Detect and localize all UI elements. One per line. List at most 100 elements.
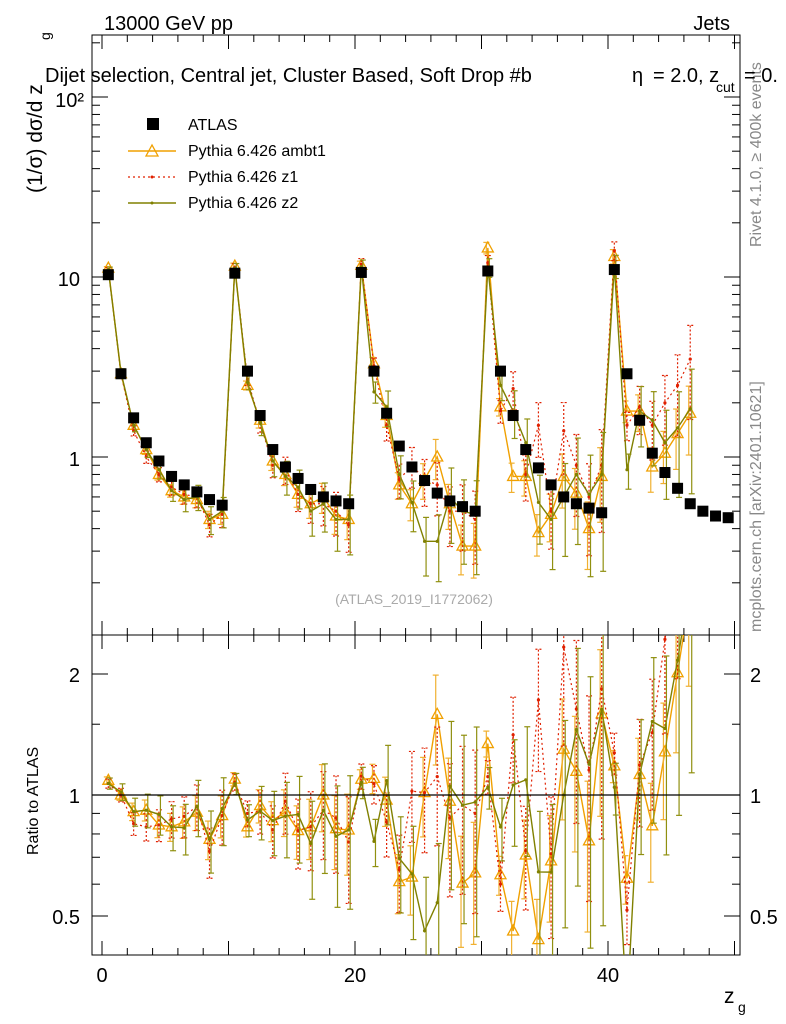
ytick-100: 10² [55, 90, 84, 112]
point-z2 [536, 500, 541, 504]
ratio-point-z1 [625, 908, 629, 912]
point-z1 [675, 383, 680, 387]
ratio-point-ambt1 [240, 819, 255, 832]
xtick-20: 20 [344, 965, 366, 987]
point-z2 [663, 441, 667, 445]
point-ambt1 [658, 445, 672, 458]
ratio-point-z1 [372, 782, 376, 786]
ratio-point-z2 [271, 818, 275, 823]
ratio-point-z1 [536, 698, 541, 702]
point-ambt1 [670, 426, 685, 439]
ratio-point-z2 [309, 841, 313, 846]
atlas-point [178, 479, 190, 491]
ratio-point-z2 [296, 812, 300, 817]
axis-ticks [92, 35, 740, 955]
ratio-ytick-2: 2 [69, 665, 80, 687]
atlas-point [343, 498, 355, 510]
point-ambt1 [468, 538, 482, 551]
ratio-point-z1 [309, 825, 313, 829]
atlas-point [204, 494, 216, 506]
legend-z2-label: Pythia 6.426 z2 [188, 195, 298, 212]
atlas-point [381, 407, 393, 419]
atlas-point [634, 414, 646, 426]
point-ambt1 [430, 449, 444, 462]
point-z2 [169, 489, 174, 493]
point-z2 [372, 390, 376, 394]
atlas-point [583, 502, 595, 514]
atlas-point [355, 266, 367, 278]
atlas-point [494, 365, 506, 377]
ratio-point-z2 [524, 778, 528, 782]
point-z1 [562, 429, 566, 433]
point-z1 [574, 463, 578, 467]
main-plot-area [101, 240, 734, 583]
ratio-point-z2 [675, 658, 680, 662]
ratio-point-z2 [600, 707, 604, 712]
atlas-point [482, 265, 494, 277]
point-z1 [182, 492, 186, 496]
ratio-point-z1 [650, 731, 654, 735]
legend-ambt1-marker [144, 143, 160, 157]
legend-z2-marker [150, 201, 154, 205]
ratio-point-z1 [587, 768, 591, 772]
title-tail: = 2.0, z [653, 65, 719, 87]
point-ambt1 [481, 240, 495, 253]
point-z1 [334, 509, 338, 513]
xtick-40: 40 [597, 965, 619, 987]
ytick-10: 10 [58, 269, 80, 291]
point-z1 [296, 492, 300, 496]
ratio-point-z2 [422, 929, 427, 933]
ratio-point-ambt1 [304, 819, 318, 832]
ratio-point-ambt1 [164, 819, 179, 832]
ratio-point-z2 [625, 1008, 628, 1011]
xlabel: z [724, 985, 735, 1008]
point-z1 [207, 523, 212, 527]
legend-atlas-marker [147, 118, 159, 130]
ratio-plot-area [92, 587, 740, 1011]
point-z2 [283, 474, 288, 479]
legend-z1-marker [150, 175, 154, 179]
point-z2 [600, 472, 604, 477]
ratio-ytick-0p5-right: 0.5 [750, 907, 778, 929]
ratio-point-z1 [511, 733, 515, 737]
rivet-note: Rivet 4.1.0, ≥ 400k events [748, 62, 765, 247]
point-z2 [182, 497, 186, 502]
point-z1 [435, 483, 439, 487]
ratio-point-z2 [182, 826, 186, 830]
point-z2 [410, 500, 414, 504]
atlas-point [317, 491, 329, 503]
ratio-point-z2 [207, 837, 212, 841]
ratio-point-z2 [258, 809, 262, 813]
ratio-point-z2 [334, 834, 338, 838]
point-z1 [498, 409, 503, 413]
point-z2 [498, 383, 503, 387]
ratio-point-ambt1 [367, 771, 381, 784]
atlas-point [646, 447, 658, 459]
analysis-id: (ATLAS_2019_I1772062) [335, 591, 493, 607]
point-z2 [435, 539, 439, 543]
atlas-point [191, 486, 203, 498]
atlas-point [520, 444, 532, 456]
point-ambt1 [531, 525, 546, 538]
xlabel-sub: g [738, 999, 746, 1015]
ratio-point-z1 [448, 816, 452, 820]
ratio-point-z2 [435, 901, 439, 905]
atlas-point [241, 365, 253, 377]
atlas-point [406, 461, 418, 473]
ratio-point-z2 [612, 785, 616, 789]
ratio-point-z2 [650, 719, 654, 724]
point-z1 [536, 423, 541, 427]
point-z1 [347, 523, 351, 527]
ratio-point-z1 [549, 852, 553, 856]
ratio-point-z1 [296, 828, 300, 833]
xtick-0: 0 [96, 965, 107, 987]
atlas-point [710, 510, 722, 522]
ratio-point-z2 [233, 782, 237, 786]
ratio-point-ambt1 [685, 587, 696, 597]
point-z1 [511, 386, 515, 391]
ratio-point-z2 [448, 784, 452, 788]
atlas-point [431, 487, 443, 499]
ratio-point-z2 [587, 762, 591, 766]
ratio-point-z2 [144, 808, 148, 812]
